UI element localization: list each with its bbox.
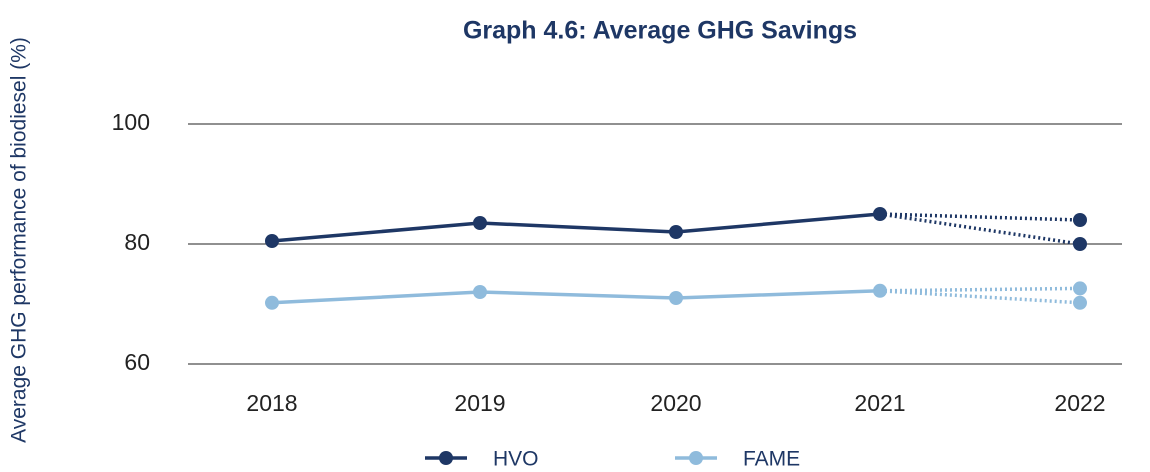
x-tick-label: 2019 <box>454 390 505 416</box>
y-axis-label: Average GHG performance of biodiesel (%) <box>8 37 31 443</box>
projected-point <box>1073 213 1087 227</box>
legend-label: FAME <box>743 448 800 471</box>
x-tick-label: 2022 <box>1054 390 1105 416</box>
projected-point <box>1073 281 1087 296</box>
point <box>669 225 683 239</box>
point <box>473 285 487 299</box>
legend-label: HVO <box>493 448 539 471</box>
point <box>669 291 683 305</box>
y-tick-label: 60 <box>124 349 150 375</box>
x-tick-label: 2021 <box>854 390 905 416</box>
y-tick-label: 100 <box>112 109 150 135</box>
point <box>265 295 279 310</box>
point <box>265 234 279 248</box>
x-tick-label: 2020 <box>650 390 701 416</box>
point <box>873 283 887 298</box>
legend-swatch <box>689 451 703 465</box>
projected-point <box>1073 295 1087 310</box>
projection-line <box>879 212 1081 246</box>
projection-line <box>879 289 1081 305</box>
point <box>873 207 887 221</box>
chart-title: Graph 4.6: Average GHG Savings <box>463 17 857 45</box>
x-tick-label: 2018 <box>246 390 297 416</box>
series-line <box>271 212 881 243</box>
point <box>473 216 487 230</box>
projected-point <box>1073 237 1087 251</box>
projection-line <box>879 286 1081 293</box>
legend-swatch <box>439 451 453 465</box>
y-tick-label: 80 <box>124 229 150 255</box>
series-line <box>271 289 881 305</box>
projection-line <box>879 212 1081 222</box>
